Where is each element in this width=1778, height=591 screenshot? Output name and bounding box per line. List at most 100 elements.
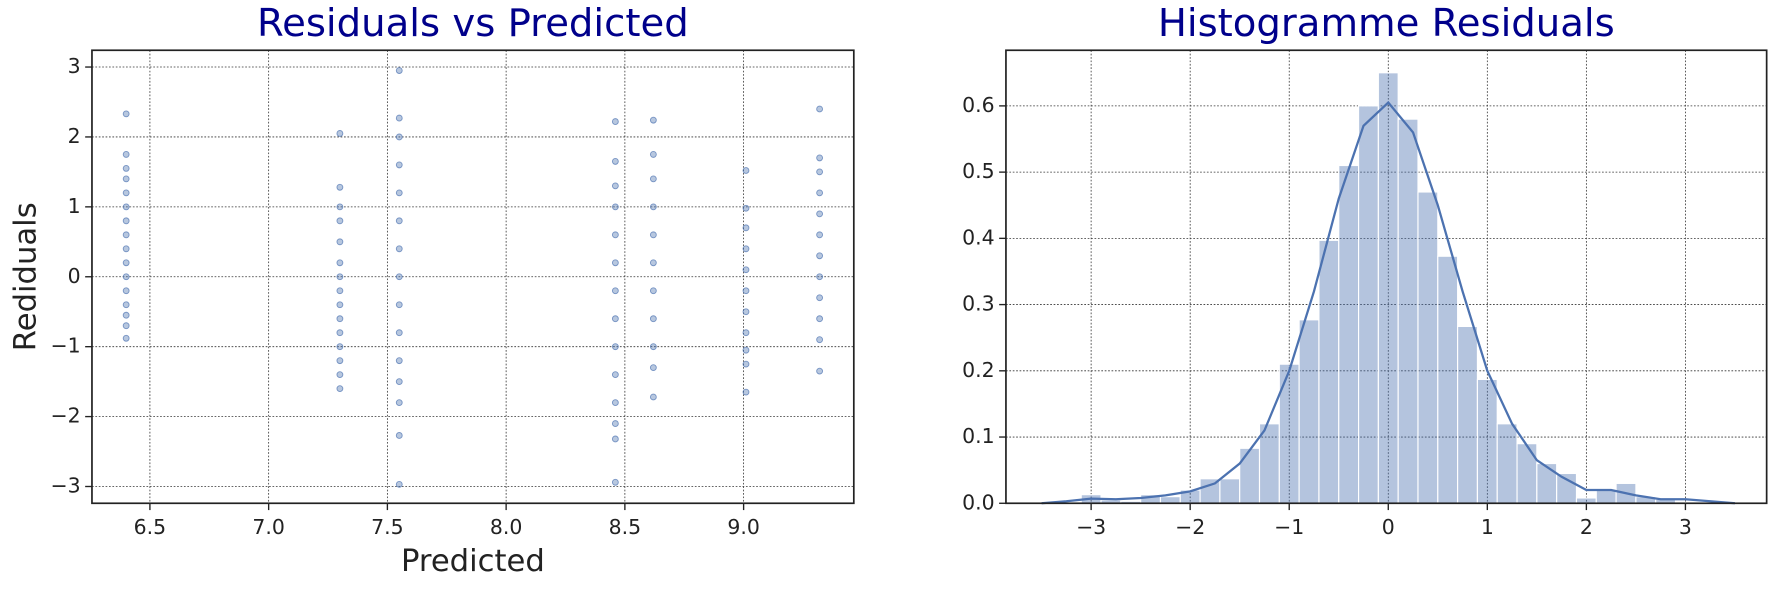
point <box>122 301 130 309</box>
bar <box>1417 191 1439 504</box>
plot-frame <box>91 49 855 505</box>
y-tick-label: 0.1 <box>962 424 994 448</box>
point <box>336 329 344 337</box>
point <box>742 204 750 212</box>
point <box>816 231 824 239</box>
x-tick-label: 6.5 <box>134 515 166 539</box>
bar <box>1496 423 1518 504</box>
x-tick-label: 2 <box>1580 515 1593 539</box>
point <box>336 385 344 393</box>
point <box>649 231 657 239</box>
point <box>649 287 657 295</box>
point <box>611 420 619 427</box>
x-tick-label: 7.0 <box>252 515 284 539</box>
x-tick-label: 8.0 <box>490 515 522 539</box>
point <box>742 360 750 368</box>
x-tick-label: 7.5 <box>371 515 403 539</box>
y-tick-label: 1 <box>68 194 81 218</box>
chart-title: Residuals vs Predicted <box>257 1 689 46</box>
point <box>649 259 657 267</box>
bar <box>1318 239 1340 504</box>
bar <box>1516 443 1538 504</box>
y-axis-label: Rediduals <box>9 202 44 351</box>
point <box>336 183 344 191</box>
point <box>816 154 824 162</box>
point <box>122 175 130 183</box>
point <box>649 151 657 158</box>
point <box>122 334 130 342</box>
y-tick-label: 0.2 <box>962 358 994 382</box>
bar <box>1397 118 1419 504</box>
point <box>649 175 657 183</box>
point <box>816 105 824 113</box>
point <box>742 346 750 354</box>
point <box>122 164 130 172</box>
y-tick-label: 0.6 <box>962 93 994 117</box>
point <box>649 315 657 323</box>
point <box>395 273 403 281</box>
bar <box>1595 489 1617 504</box>
point <box>395 432 403 439</box>
point <box>816 189 824 197</box>
point <box>395 217 403 225</box>
x-tick-label: −3 <box>1076 515 1106 539</box>
point <box>336 371 344 379</box>
bar <box>1437 255 1459 504</box>
x-tick-label: −2 <box>1175 515 1205 539</box>
point <box>816 367 824 375</box>
x-tick-label: 0 <box>1382 515 1395 539</box>
point <box>122 151 130 158</box>
point <box>649 116 657 124</box>
y-tick-label: 3 <box>68 54 81 78</box>
x-tick-label: 1 <box>1481 515 1494 539</box>
point <box>742 308 750 316</box>
point <box>816 252 824 260</box>
point <box>122 203 130 211</box>
bar <box>1219 478 1241 504</box>
point <box>336 315 344 323</box>
point <box>122 231 130 239</box>
point <box>611 118 619 125</box>
y-tick-label: 0.3 <box>962 292 994 316</box>
plot-frame <box>1005 49 1768 505</box>
point <box>649 393 657 401</box>
point <box>122 311 130 319</box>
y-tick-label: 0.5 <box>962 159 994 183</box>
point <box>816 315 824 323</box>
x-tick-label: 3 <box>1679 515 1692 539</box>
point <box>122 217 130 225</box>
point <box>742 224 750 232</box>
point <box>336 238 344 246</box>
bar <box>1357 105 1379 504</box>
bar <box>1338 164 1360 504</box>
point <box>649 364 657 372</box>
point <box>816 210 824 218</box>
point <box>336 130 344 137</box>
point <box>611 371 619 379</box>
point <box>336 301 344 309</box>
point <box>336 259 344 267</box>
point <box>395 378 403 386</box>
point <box>122 110 130 118</box>
kde-line <box>1041 100 1736 505</box>
point <box>395 245 403 253</box>
point <box>611 158 619 165</box>
point <box>395 114 403 122</box>
y-tick-label: 0.0 <box>962 490 994 514</box>
bar <box>1298 319 1320 504</box>
point <box>742 388 750 396</box>
point <box>816 294 824 302</box>
point <box>742 167 750 174</box>
point <box>611 182 619 190</box>
point <box>122 322 130 330</box>
bar <box>1536 462 1558 504</box>
point <box>336 287 344 295</box>
point <box>336 217 344 225</box>
point <box>336 357 344 365</box>
bar <box>1258 423 1280 504</box>
bar <box>1457 325 1478 504</box>
point <box>395 480 403 488</box>
point <box>611 399 619 407</box>
point <box>122 287 130 295</box>
